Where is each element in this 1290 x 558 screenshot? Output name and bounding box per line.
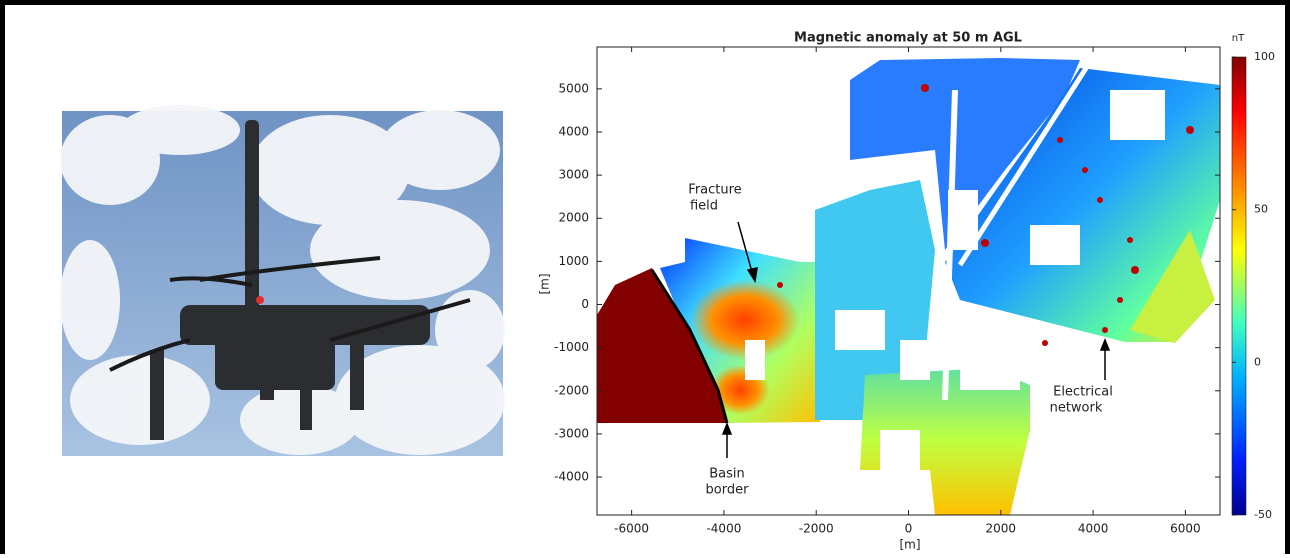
y-tick-label: 5000	[558, 81, 589, 95]
annotation: Fracture	[688, 183, 741, 198]
annotation: Electrical	[1053, 385, 1113, 400]
x-tick-label: 0	[905, 522, 913, 536]
y-tick-label: 4000	[558, 124, 589, 138]
annotation: Basin	[709, 467, 745, 482]
x-tick-label: 6000	[1170, 522, 1201, 536]
annotation: border	[706, 483, 750, 498]
y-tick-label: 2000	[558, 211, 589, 225]
colorbar-tick-label: -50	[1254, 508, 1272, 521]
y-axis-label: [m]	[538, 273, 552, 294]
anomaly-raster	[597, 58, 1220, 515]
colorbar-tick-label: 100	[1254, 50, 1275, 63]
figure: Magnetic anomaly at 50 m AGL [m] [m] nT …	[0, 0, 1290, 554]
y-tick-label: -1000	[554, 340, 589, 354]
drone-photo	[60, 105, 505, 456]
x-tick-label: -4000	[706, 522, 741, 536]
x-tick-label: 2000	[986, 522, 1017, 536]
colorbar-tick-label: 0	[1254, 355, 1261, 368]
x-tick-label: -2000	[799, 522, 834, 536]
x-axis-label: [m]	[899, 538, 920, 552]
colorbar	[1232, 57, 1246, 515]
y-tick-label: -3000	[554, 426, 589, 440]
x-tick-label: 4000	[1078, 522, 1109, 536]
colorbar-tick-label: 50	[1254, 203, 1268, 216]
y-tick-label: 0	[581, 297, 589, 311]
y-tick-label: 3000	[558, 168, 589, 182]
x-tick-label: -6000	[614, 522, 649, 536]
chart-title: Magnetic anomaly at 50 m AGL	[794, 31, 1022, 46]
annotation: network	[1050, 401, 1103, 416]
colorbar-label: nT	[1232, 33, 1245, 44]
y-tick-label: -2000	[554, 383, 589, 397]
y-tick-label: -4000	[554, 470, 589, 484]
annotation: field	[690, 199, 718, 214]
y-tick-label: 1000	[558, 254, 589, 268]
